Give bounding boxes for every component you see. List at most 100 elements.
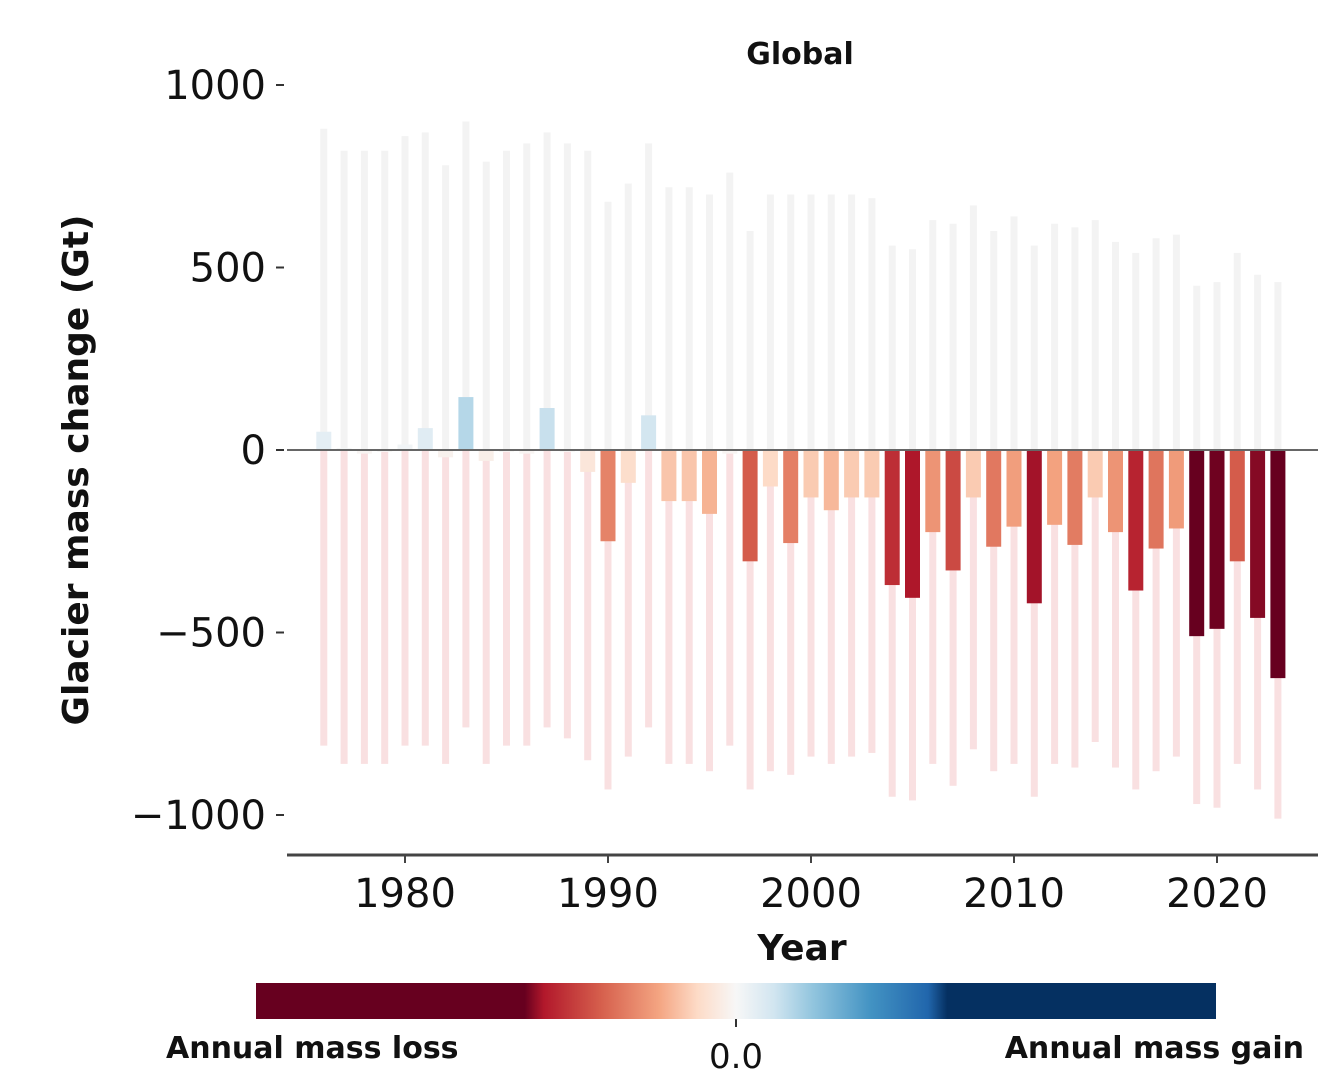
x-axis: 1980 1990 2000 2010 2020 (287, 853, 1318, 917)
bg-range-bar-lower (462, 450, 470, 728)
bg-range-bar-upper (766, 194, 774, 450)
bar-1980 (397, 444, 413, 450)
bar-2023 (1270, 450, 1286, 679)
bar-2006 (925, 450, 941, 533)
bg-range-bar-lower (787, 450, 795, 775)
bg-range-bar-lower (888, 450, 896, 797)
bg-range-bar-lower (1091, 450, 1099, 742)
bg-range-bar-upper (482, 161, 490, 450)
bar-2022 (1250, 450, 1266, 618)
bar-1995 (702, 450, 717, 514)
bg-range-bar-upper (1172, 234, 1180, 450)
chart-title: Global (746, 37, 854, 72)
bar-2016 (1128, 450, 1144, 591)
bg-range-bar-lower (360, 450, 368, 764)
bar-1987 (539, 408, 555, 450)
bar-1982 (438, 450, 454, 458)
bar-2007 (945, 450, 961, 571)
bg-range-bar-lower (320, 450, 328, 746)
bar-2001 (823, 450, 839, 511)
bg-range-bar-upper (340, 150, 348, 450)
bar-1983 (458, 397, 474, 450)
x-tick-label: 1980 (354, 871, 456, 917)
bg-range-bar-lower (1010, 450, 1018, 764)
bg-range-bar-lower (726, 450, 734, 746)
bg-range-bar-upper (1091, 220, 1099, 450)
bg-range-bar-lower (1112, 450, 1119, 768)
bg-range-bar-upper (624, 183, 632, 451)
bar-1986 (519, 450, 535, 454)
bar-2012 (1047, 450, 1063, 525)
bg-range-bar-lower (1233, 450, 1241, 764)
bg-range-bar-lower (482, 450, 490, 764)
bg-range-bar-upper (360, 150, 368, 450)
y-tick-label: 1000 (164, 63, 266, 109)
bg-range-bar-upper (787, 194, 795, 450)
x-tick-label: 2000 (760, 871, 862, 917)
bg-range-bar-lower (421, 450, 429, 746)
bg-range-bar-lower (1152, 450, 1160, 772)
bar-2015 (1108, 450, 1123, 533)
bar-1997 (742, 450, 758, 562)
x-tick-label: 2020 (1166, 871, 1268, 917)
bar-2009 (986, 450, 1002, 547)
bg-range-bar-upper (503, 150, 510, 450)
bar-1993 (661, 450, 677, 502)
bg-range-bar-upper (584, 150, 592, 450)
colorbar-center-label: 0.0 (709, 1037, 763, 1077)
bg-range-bar-upper (929, 220, 937, 450)
bg-range-bar-upper (1213, 282, 1221, 450)
bg-range-bar-upper (827, 194, 835, 450)
colorbar-loss-label: Annual mass loss (166, 1031, 459, 1066)
bg-range-bar-lower (1051, 450, 1059, 764)
bg-range-bar-lower (929, 450, 937, 764)
bg-range-bar-upper (1051, 223, 1059, 450)
colorbar (256, 983, 1216, 1019)
bar-2017 (1148, 450, 1164, 549)
bg-range-bar-upper (685, 187, 693, 450)
bg-range-bar-upper (1112, 241, 1119, 450)
bg-range-bar-lower (969, 450, 977, 750)
bar-1981 (417, 428, 433, 450)
bg-range-bar-lower (442, 450, 450, 764)
bg-range-bar-lower (1254, 450, 1262, 790)
bg-range-bar-lower (909, 450, 916, 801)
bg-range-bar-lower (624, 450, 632, 757)
x-tick-label: 2010 (963, 871, 1065, 917)
bar-2005 (905, 450, 920, 598)
bg-range-bar-lower (584, 450, 592, 761)
bg-range-bar-upper (401, 136, 409, 450)
bar-1999 (783, 450, 799, 544)
bg-range-bar-upper (1132, 252, 1140, 450)
bar-2020 (1209, 450, 1225, 629)
bar-2010 (1006, 450, 1022, 527)
colorbar-gain-label: Annual mass gain (1005, 1031, 1304, 1066)
bg-range-bar-upper (1193, 285, 1201, 450)
bar-2002 (844, 450, 860, 498)
bg-range-bar-upper (381, 150, 389, 450)
bg-range-bar-upper (1010, 216, 1018, 450)
bg-range-bar-lower (766, 450, 774, 772)
bg-range-bar-lower (604, 450, 612, 790)
bar-1989 (580, 450, 596, 472)
bg-range-bar-upper (563, 143, 571, 450)
bg-range-bar-upper (543, 132, 551, 450)
bar-2014 (1087, 450, 1103, 498)
bg-range-bar-upper (1152, 238, 1160, 450)
bg-range-bar-upper (1030, 245, 1038, 450)
bg-range-bar-lower (340, 450, 348, 764)
bg-range-bar-lower (563, 450, 571, 739)
bar-1998 (762, 450, 778, 487)
bg-range-bar-upper (523, 143, 531, 450)
bar-1990 (600, 450, 616, 542)
bg-range-bar-lower (1172, 450, 1180, 757)
x-axis-title: Year (756, 928, 846, 969)
bg-range-bar-upper (442, 165, 450, 451)
bg-range-bar-lower (868, 450, 876, 753)
bg-range-bar-lower (665, 450, 673, 764)
bg-range-bar-upper (848, 194, 856, 450)
bar-1996 (722, 450, 738, 454)
bar-1994 (681, 450, 697, 502)
x-tick-label: 1990 (557, 871, 659, 917)
bg-range-bar-upper (1254, 274, 1262, 450)
